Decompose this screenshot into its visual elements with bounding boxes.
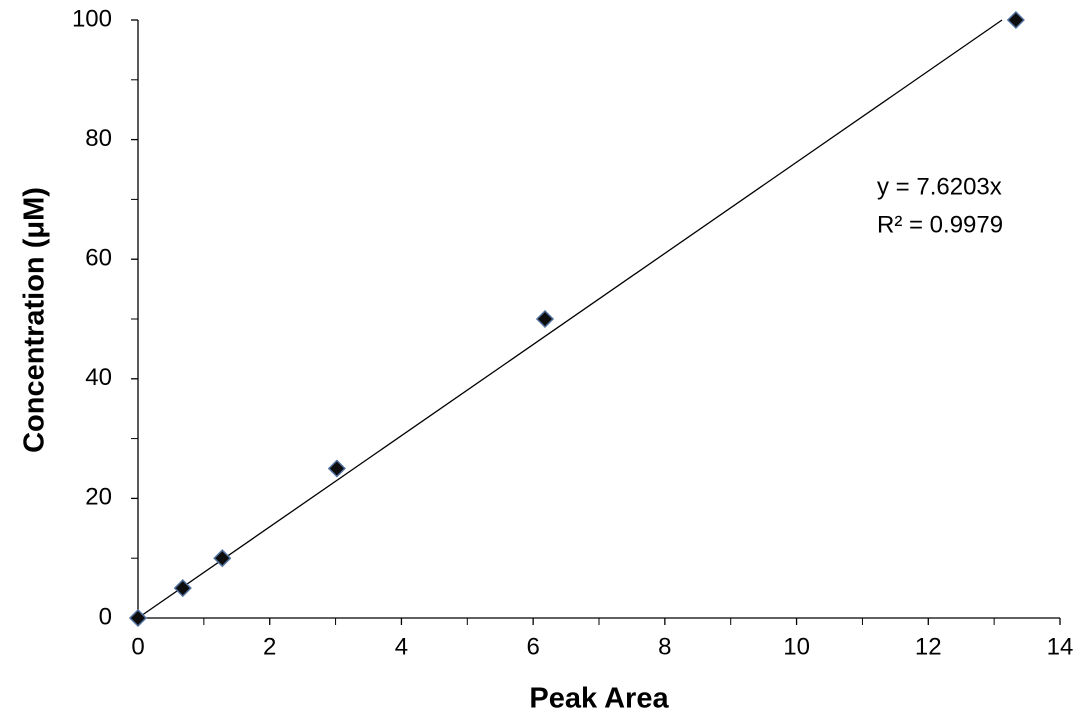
x-axis-title: Peak Area xyxy=(529,683,669,715)
y-tick-label: 0 xyxy=(99,603,112,630)
data-point xyxy=(173,579,192,598)
y-tick-label: 100 xyxy=(72,5,112,32)
y-tick-label: 60 xyxy=(85,245,112,272)
data-point xyxy=(128,608,148,628)
data-point xyxy=(213,549,232,568)
equation-label: y = 7.6203x xyxy=(877,173,1002,200)
trendline xyxy=(137,19,1003,619)
x-tick-label: 10 xyxy=(783,633,810,660)
x-tick-label: 6 xyxy=(526,633,539,660)
x-tick-label: 2 xyxy=(263,633,276,660)
x-tick-label: 12 xyxy=(915,633,942,660)
x-tick-label: 14 xyxy=(1047,633,1074,660)
y-tick-label: 20 xyxy=(85,484,112,511)
data-point xyxy=(535,309,555,329)
data-point xyxy=(327,459,346,478)
y-tick-label: 80 xyxy=(85,125,112,152)
x-tick-label: 4 xyxy=(395,633,408,660)
x-tick-label: 0 xyxy=(131,633,144,660)
y-axis-title: Concentration (μM) xyxy=(19,187,51,453)
y-tick-label: 40 xyxy=(85,364,112,391)
r-squared-label: R² = 0.9979 xyxy=(877,211,1003,238)
data-point xyxy=(1006,10,1025,30)
x-tick-label: 8 xyxy=(658,633,671,660)
